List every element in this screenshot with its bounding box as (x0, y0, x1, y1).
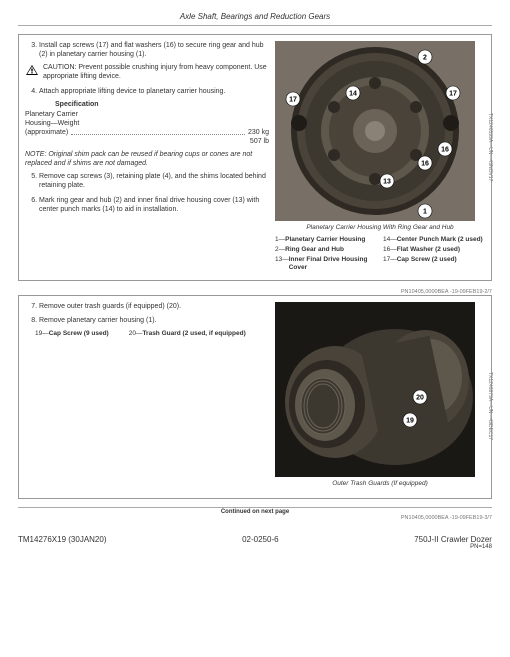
footer-pn: PN=148 (414, 544, 492, 550)
figure-1-callouts: 1— Planetary Carrier Housing2— Ring Gear… (275, 236, 485, 274)
spec-dots (71, 128, 245, 135)
spec-line-2: Housing—Weight (25, 119, 269, 128)
part-item: 20— Trash Guard (2 used, if equipped) (129, 330, 246, 337)
section-2: Remove outer trash guards (if equipped) … (18, 295, 492, 499)
callout-item: 1— Planetary Carrier Housing (275, 236, 377, 245)
svg-text:1: 1 (423, 209, 427, 216)
spec-heading: Specification (55, 101, 269, 108)
section-1-text: Install cap screws (17) and flat washers… (25, 41, 269, 274)
section-2-text: Remove outer trash guards (if equipped) … (25, 302, 269, 492)
section-1: Install cap screws (17) and flat washers… (18, 34, 492, 281)
spec-line-1: Planetary Carrier (25, 110, 269, 119)
step-5: Remove cap screws (3), retaining plate (… (39, 172, 269, 190)
svg-text:2: 2 (423, 55, 427, 62)
caution-block: CAUTION: Prevent possible crushing injur… (25, 64, 269, 82)
parts-list: 19— Cap Screw (9 used) 20— Trash Guard (2… (35, 330, 269, 337)
note-block: NOTE: Original shim pack can be reused i… (25, 150, 269, 168)
step-4: Attach appropriate lifting device to pla… (39, 87, 269, 96)
callout-item: 13— Inner Final Drive Housing Cover (275, 256, 377, 274)
svg-text:14: 14 (349, 91, 357, 98)
footer-model: 750J-II Crawler Dozer (414, 535, 492, 544)
part-item: 19— Cap Screw (9 used) (35, 330, 109, 337)
figure-2-caption: Outer Trash Guards (If equipped) (275, 480, 485, 487)
callout-item: 16— Flat Washer (2 used) (383, 246, 485, 255)
footer-doc-id: TM14276X19 (30JAN20) (18, 535, 107, 550)
figure-1-caption: Planetary Carrier Housing With Ring Gear… (275, 224, 485, 231)
step-7: Remove outer trash guards (if equipped) … (39, 302, 269, 311)
section-2-figure: 2019 TX1246879A—UN—49DEC17 Outer Trash G… (275, 302, 485, 492)
svg-text:17: 17 (449, 91, 457, 98)
svg-text:16: 16 (421, 161, 429, 168)
callout-item: 2— Ring Gear and Hub (275, 246, 377, 255)
page-title: Axle Shaft, Bearings and Reduction Gears (18, 12, 492, 26)
continued-notice: Continued on next page (18, 507, 492, 515)
step-8: Remove planetary carrier housing (1). (39, 316, 269, 325)
svg-text:20: 20 (416, 395, 424, 402)
step-3: Install cap screws (17) and flat washers… (39, 41, 269, 59)
figure-1-image: 2 17 17 14 13 16 16 1 (275, 41, 475, 221)
figure-2-sideref: TX1246879A—UN—49DEC17 (487, 372, 493, 440)
svg-text:13: 13 (383, 179, 391, 186)
callout-item: 14— Center Punch Mark (2 used) (383, 236, 485, 245)
svg-text:17: 17 (289, 97, 297, 104)
svg-text:16: 16 (441, 147, 449, 154)
section-2-footref: PN10405,0000BEA -19-09FEB19-3/7 (18, 515, 492, 521)
page-footer: TM14276X19 (30JAN20) 02-0250-6 750J-II C… (18, 535, 492, 550)
section-1-figure: 21717141316161 TX1246599A—UN—49NOV17 Pla… (275, 41, 485, 274)
step-6: Mark ring gear and hub (2) and inner fin… (39, 196, 269, 214)
caution-icon (25, 64, 39, 82)
caution-text: CAUTION: Prevent possible crushing injur… (43, 64, 269, 82)
figure-2-image: 2019 (275, 302, 475, 477)
spec-line-3-label: (approximate) (25, 128, 68, 137)
spec-val-lb: 507 lb (250, 137, 269, 146)
spec-val-kg: 230 kg (248, 128, 269, 137)
footer-page-num: 02-0250-6 (242, 535, 278, 550)
figure-1-sideref: TX1246599A—UN—49NOV17 (487, 113, 493, 181)
callout-item: 17— Cap Screw (2 used) (383, 256, 485, 265)
svg-text:19: 19 (406, 418, 414, 425)
